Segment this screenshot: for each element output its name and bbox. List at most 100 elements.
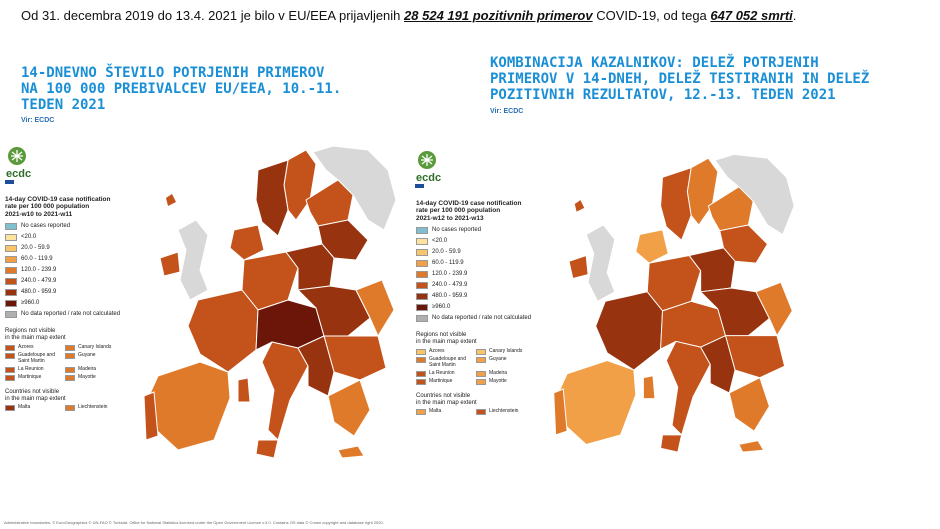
region-label: Mayotte: [489, 377, 507, 384]
right-legend: 14-day COVID-19 case notification rate p…: [416, 200, 551, 416]
region-swatch: [5, 345, 15, 352]
left-title-line: NA 100 000 PREBIVALCEV EU/EEA, 10.-11.: [21, 81, 342, 97]
legend-label: 120.0 - 239.9: [432, 271, 468, 278]
region-item: Madeira: [476, 370, 532, 377]
legend-label: 240.0 - 479.9: [432, 282, 468, 289]
legend-items: No cases reported <20.0 20.0 - 59.9 60.0 - …: [5, 221, 140, 320]
region-item: Mayotte: [476, 377, 532, 385]
right-title-line: POZITIVNIH REZULTATOV, 12.-13. TEDEN 202…: [490, 87, 836, 103]
ecdc-logo-text: ecdc: [416, 172, 441, 184]
headline-end: .: [792, 8, 797, 23]
region-swatch: [416, 357, 426, 364]
regions-title: Regions not visible in the main map exte…: [5, 328, 66, 342]
legend-swatch: [5, 256, 17, 264]
ecdc-logo-icon: ecdc: [415, 151, 441, 188]
legend-label: 240.0 - 479.9: [21, 278, 57, 285]
region-label: Malta: [18, 404, 31, 411]
region-label: Mayotte: [78, 373, 96, 380]
legend-item: 480.0 - 959.9: [5, 287, 140, 298]
headline-deaths: 647 052 smrti: [710, 8, 793, 23]
left-footnote: Administrative boundaries: © EuroGeograp…: [4, 520, 384, 525]
legend-label: No data reported / rate not calculated: [432, 315, 532, 322]
region-label: La Reunion: [429, 369, 455, 376]
region-item: Martinique: [5, 373, 61, 381]
legend-item: <20.0: [5, 232, 140, 243]
region-item: La Reunion: [5, 366, 61, 373]
legend-label: 480.0 - 959.9: [21, 289, 57, 296]
region-swatch: [476, 409, 486, 416]
legend-swatch: [5, 278, 17, 286]
legend-label: ≥960.0: [432, 304, 451, 311]
legend-item: 240.0 - 479.9: [416, 280, 551, 291]
headline-cases: 28 524 191 pozitivnih primerov: [404, 8, 593, 23]
region-swatch: [5, 374, 15, 381]
legend-label: No cases reported: [432, 227, 482, 234]
legend-item: 120.0 - 239.9: [5, 265, 140, 276]
legend-item: 60.0 - 119.9: [5, 254, 140, 265]
region-item: Guadeloupe and Saint Martin: [416, 356, 472, 369]
region-swatch: [5, 405, 15, 412]
region-swatch: [65, 353, 75, 360]
region-item: Malta: [5, 404, 61, 412]
legend-item: ≥960.0: [5, 298, 140, 309]
region-swatch: [476, 378, 486, 385]
region-swatch: [5, 353, 15, 360]
region-label: Malta: [429, 408, 442, 415]
region-swatch: [476, 357, 486, 364]
region-label: Canary Islands: [489, 348, 523, 355]
region-label: Martinique: [18, 373, 42, 380]
region-label: Madeira: [78, 365, 97, 372]
region-item: Liechtenstein: [65, 405, 121, 412]
legend-swatch: [416, 271, 428, 279]
legend-swatch: [416, 282, 428, 290]
legend-swatch: [5, 245, 17, 253]
region-swatch: [416, 370, 426, 377]
region-item: Martinique: [416, 377, 472, 385]
legend-item: 480.0 - 959.9: [416, 291, 551, 302]
region-item: Madeira: [65, 365, 121, 373]
region-item: Malta: [416, 408, 472, 416]
region-swatch: [65, 374, 75, 381]
legend-item: ≥960.0: [416, 302, 551, 313]
legend-swatch: [416, 238, 428, 246]
region-swatch: [476, 349, 486, 356]
right-source: Vir: ECDC: [490, 108, 524, 115]
region-label: Guyane: [78, 352, 96, 359]
legend-swatch: [416, 293, 428, 301]
legend-swatch: [5, 234, 17, 242]
legend-swatch: [416, 227, 428, 235]
regions-title: Regions not visible in the main map exte…: [416, 332, 477, 346]
legend-item: 20.0 - 59.9: [5, 243, 140, 254]
legend-swatch: [416, 260, 428, 268]
left-title-line: 14-DNEVNO ŠTEVILO POTRJENIH PRIMEROV: [21, 65, 325, 81]
region-item: Canary Islands: [65, 344, 121, 352]
region-label: Guadeloupe and Saint Martin: [18, 352, 55, 364]
legend-item: No data reported / rate not calculated: [5, 309, 140, 320]
headline-prefix: Od 31. decembra 2019 do 13.4. 2021 je bi…: [21, 8, 405, 23]
region-label: Liechtenstein: [489, 408, 519, 415]
region-label: Martinique: [429, 377, 453, 384]
legend-item: 20.0 - 59.9: [416, 247, 551, 258]
region-item: Mayotte: [65, 373, 121, 381]
legend-swatch: [5, 311, 17, 319]
right-title: KOMBINACIJA KAZALNIKOV: DELEŽ POTRJENIH …: [490, 55, 869, 103]
legend-label: No data reported / rate not calculated: [21, 311, 121, 318]
legend-swatch: [5, 300, 17, 308]
region-swatch: [476, 370, 486, 377]
legend-label: ≥960.0: [21, 300, 40, 307]
region-swatch: [416, 378, 426, 385]
region-swatch: [416, 349, 426, 356]
legend-swatch: [416, 249, 428, 257]
legend-swatch: [416, 304, 428, 312]
right-map-panel: ecdc 14-day COVID-19 case notification r…: [408, 140, 798, 529]
region-item: Liechtenstein: [476, 408, 532, 416]
region-label: Azores: [18, 344, 34, 351]
ecdc-logo-icon: ecdc: [5, 147, 31, 184]
region-label: Azores: [429, 348, 445, 355]
region-label: Canary Islands: [78, 344, 112, 351]
region-item: Azores: [416, 348, 472, 356]
regions-grid: Azores Canary Islands Guadeloupe and Saint…: [5, 344, 140, 381]
legend-label: 20.0 - 59.9: [432, 249, 461, 256]
region-item: Azores: [5, 344, 61, 352]
left-title-line: TEDEN 2021: [21, 97, 106, 113]
